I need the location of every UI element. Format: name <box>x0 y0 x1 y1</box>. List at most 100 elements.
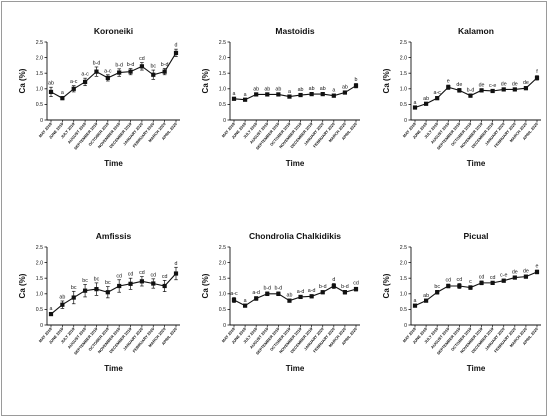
significance-letter: de <box>456 82 462 88</box>
data-point <box>331 283 336 289</box>
y-tick-label: 0.5 <box>36 102 43 108</box>
data-point <box>139 64 145 69</box>
data-point <box>139 279 145 284</box>
data-point <box>320 290 325 295</box>
chart-panel-5: Chondrolia Chalkidikis 0 0.5 1.0 1.5 2.0 2.5 Ca… <box>201 231 360 373</box>
significance-letter: ab <box>298 87 304 93</box>
significance-letter: b-d <box>115 62 123 68</box>
significance-letter: e <box>447 79 450 85</box>
y-tick-label: 1.0 <box>219 292 226 298</box>
y-axis-label: Ca (%) <box>201 273 210 298</box>
significance-letter: a <box>414 100 417 106</box>
significance-letter: a-d <box>252 290 260 296</box>
significance-letter: ab <box>287 293 293 299</box>
y-tick-label: 1.5 <box>400 71 407 77</box>
significance-letter: b-d <box>467 88 475 94</box>
significance-letter: d <box>175 261 178 267</box>
data-point <box>309 294 314 299</box>
significance-letter: de <box>512 82 518 88</box>
data-point <box>287 298 292 303</box>
significance-letter: cd <box>162 274 168 280</box>
data-point <box>534 75 540 80</box>
y-tick-label: 1.5 <box>219 71 226 77</box>
data-point <box>128 69 133 74</box>
y-tick-label: 2.5 <box>36 40 43 46</box>
data-point <box>242 97 248 102</box>
data-point <box>105 75 110 80</box>
series-line <box>414 271 538 307</box>
y-tick-label: 1.0 <box>400 292 407 298</box>
significance-letter: ab <box>253 86 259 92</box>
data-point <box>82 79 88 85</box>
significance-letter: a <box>332 88 335 94</box>
y-tick-label: 0.5 <box>400 307 407 313</box>
data-point <box>423 298 429 303</box>
significance-letter: bc <box>71 285 77 291</box>
significance-letter: c-e <box>500 273 507 279</box>
series-line <box>50 273 177 315</box>
significance-letter: ab <box>309 86 315 92</box>
y-axis-label: Ca (%) <box>382 273 391 298</box>
data-point <box>457 283 462 289</box>
data-point <box>501 87 506 92</box>
chart-title: Koroneiki <box>94 26 133 36</box>
y-axis-label: Ca (%) <box>18 273 27 298</box>
y-tick-label: 2.5 <box>36 245 43 251</box>
significance-letter: cd <box>139 270 145 276</box>
data-point <box>446 85 451 90</box>
significance-letter: a-c <box>70 79 78 85</box>
data-point <box>276 92 281 97</box>
y-axis-label: Ca (%) <box>201 68 210 93</box>
significance-letter: cd <box>445 278 451 284</box>
data-point <box>446 283 451 289</box>
data-point <box>490 88 495 94</box>
chart-title: Chondrolia Chalkidikis <box>249 231 341 241</box>
data-point <box>353 287 359 292</box>
data-point <box>534 269 540 275</box>
y-tick-label: 0.5 <box>36 307 43 313</box>
significance-letter: cd <box>490 275 496 281</box>
data-point <box>298 294 303 300</box>
data-point <box>468 285 473 290</box>
significance-letter: b-d <box>319 284 327 290</box>
significance-letter: ab <box>320 86 326 92</box>
data-point <box>265 92 270 97</box>
significance-letter: ab <box>342 84 348 90</box>
significance-letter: cd <box>353 281 359 287</box>
significance-letter: e <box>536 264 539 270</box>
significance-letter: a-d <box>297 289 305 295</box>
significance-letter: a-c <box>230 291 238 297</box>
data-point <box>151 281 156 286</box>
y-tick-label: 2.0 <box>219 55 226 61</box>
significance-letter: de <box>512 270 518 276</box>
data-point <box>342 90 348 95</box>
data-point <box>94 287 99 292</box>
data-point <box>320 92 325 97</box>
significance-letter: ab <box>264 86 270 92</box>
y-tick-label: 1.5 <box>400 276 407 282</box>
chart-title: Picual <box>463 231 488 241</box>
significance-letter: cd <box>457 277 463 283</box>
chart-title: Mastoidis <box>275 26 314 36</box>
significance-letter: b-d <box>93 60 101 66</box>
significance-letter: b-d <box>127 62 135 68</box>
data-point <box>412 303 418 308</box>
y-tick-label: 2.0 <box>219 260 226 266</box>
x-axis-label: Time <box>286 364 305 373</box>
y-tick-label: 0 <box>404 118 407 124</box>
y-tick-label: 2.0 <box>400 260 407 266</box>
y-axis-label: Ca (%) <box>382 68 391 93</box>
data-point <box>105 290 110 295</box>
data-point <box>173 271 179 276</box>
data-point <box>457 88 462 93</box>
data-point <box>353 83 359 88</box>
x-axis-label: Time <box>467 159 486 168</box>
y-tick-label: 0 <box>40 323 43 329</box>
significance-letter: de <box>523 269 529 275</box>
significance-letter: ab <box>423 293 429 299</box>
y-tick-label: 2.0 <box>36 55 43 61</box>
significance-letter: ab <box>48 81 54 87</box>
